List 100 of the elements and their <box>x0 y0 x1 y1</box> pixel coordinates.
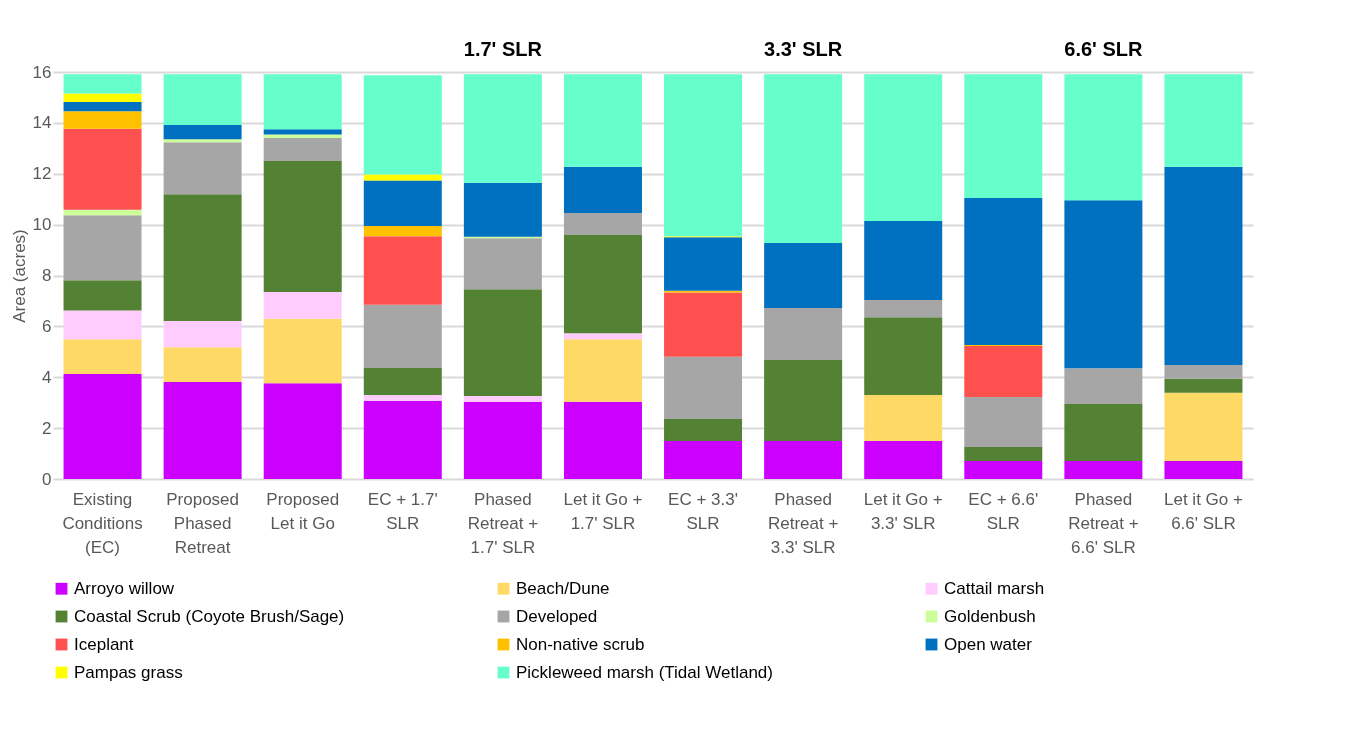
bar <box>363 236 442 305</box>
y-tick-label: 0 <box>42 469 52 489</box>
bar <box>363 225 442 237</box>
x-tick-label: Proposed Phased Retreat <box>166 489 240 557</box>
legend-label: Coastal Scrub (Coyote Brush/Sage) <box>74 606 345 626</box>
bar <box>864 221 943 300</box>
bar <box>1064 74 1143 201</box>
bar <box>63 339 142 374</box>
bar <box>63 209 142 216</box>
bar <box>964 397 1043 447</box>
y-tick-label: 2 <box>42 418 52 438</box>
bar <box>463 289 542 397</box>
bar <box>664 441 743 479</box>
bar <box>1064 403 1143 461</box>
bar <box>764 74 843 243</box>
bar <box>864 74 943 222</box>
bar <box>63 74 142 94</box>
bar <box>563 74 642 167</box>
bar <box>764 242 843 309</box>
bar <box>964 345 1043 398</box>
bar <box>363 395 442 401</box>
bar <box>1164 460 1243 479</box>
y-tick-label: 16 <box>32 62 52 82</box>
bar <box>864 299 943 318</box>
bar <box>463 401 542 479</box>
x-tick-label: Proposed Let it Go <box>266 489 340 533</box>
bar <box>664 418 743 442</box>
bar <box>63 280 142 311</box>
bar <box>263 383 342 479</box>
bar <box>363 368 442 396</box>
bar <box>63 111 142 129</box>
bar <box>263 318 342 384</box>
bar <box>664 292 743 357</box>
y-tick-label: 10 <box>32 215 52 235</box>
legend-label: Developed <box>516 606 598 626</box>
bar <box>1164 365 1243 379</box>
y-tick-label: 14 <box>32 113 52 133</box>
text: 1.7' SLR <box>463 38 543 60</box>
bar <box>463 238 542 290</box>
bar <box>263 74 342 130</box>
bar <box>1064 368 1143 404</box>
bar <box>964 460 1043 479</box>
x-tick-label: EC + 3.3' SLR <box>668 489 738 533</box>
x-tick-label: EC + 6.6' SLR <box>968 489 1039 533</box>
legend-label: Arroyo willow <box>74 578 175 598</box>
bar <box>163 124 242 140</box>
legend-label: Non-native scrub <box>516 634 645 654</box>
bar <box>263 161 342 293</box>
y-axis-title: Area (acres) <box>9 229 29 323</box>
bar <box>163 321 242 348</box>
legend-label: Pickleweed marsh (Tidal Wetland) <box>516 662 773 682</box>
bar <box>263 137 342 162</box>
bar <box>864 441 943 479</box>
x-tick-label: Let it Go + 1.7' SLR <box>563 489 643 533</box>
bar <box>63 215 142 281</box>
bar <box>664 237 743 291</box>
legend-label: Pampas grass <box>74 662 183 682</box>
legend-label: Open water <box>944 634 1033 654</box>
bar <box>463 396 542 402</box>
bar <box>363 180 442 226</box>
bar <box>563 212 642 236</box>
bar <box>664 74 743 237</box>
bar <box>363 174 442 181</box>
x-tick-label: EC + 1.7' SLR <box>367 489 438 533</box>
text: 6.6' SLR <box>1064 38 1143 60</box>
x-tick-label: Let it Go + 3.3' SLR <box>863 489 943 533</box>
x-tick-label: Let it Go + 6.6' SLR <box>1164 489 1243 533</box>
bar <box>63 93 142 103</box>
bar <box>463 74 542 183</box>
bar <box>964 197 1043 345</box>
y-tick-label: 6 <box>42 316 52 336</box>
bar <box>363 304 442 369</box>
bar <box>163 347 242 383</box>
text: 3.3' SLR <box>764 38 843 60</box>
bar <box>63 102 142 112</box>
bar <box>463 182 542 237</box>
bar <box>163 139 242 143</box>
bar <box>664 356 743 419</box>
bar <box>1064 460 1143 479</box>
bar <box>864 395 943 442</box>
bar <box>964 74 1043 198</box>
bar <box>163 382 242 479</box>
bar <box>263 129 342 135</box>
bar <box>1064 200 1143 369</box>
bar <box>563 339 642 402</box>
bar <box>563 401 642 479</box>
bar <box>964 446 1043 461</box>
x-tick-label: Phased Retreat + 6.6' SLR <box>1068 489 1139 557</box>
bar <box>1164 74 1243 167</box>
legend-label: Iceplant <box>74 634 134 654</box>
x-tick-label: Phased Retreat + 1.7' SLR <box>467 489 539 557</box>
bar <box>63 310 142 340</box>
bar <box>63 373 142 479</box>
bar <box>163 74 242 125</box>
bar <box>764 441 843 479</box>
x-tick-label: Existing Conditions (EC) <box>62 489 143 557</box>
bar <box>163 194 242 322</box>
bar <box>764 308 843 360</box>
y-tick-label: 12 <box>32 164 52 184</box>
bar <box>864 317 943 396</box>
